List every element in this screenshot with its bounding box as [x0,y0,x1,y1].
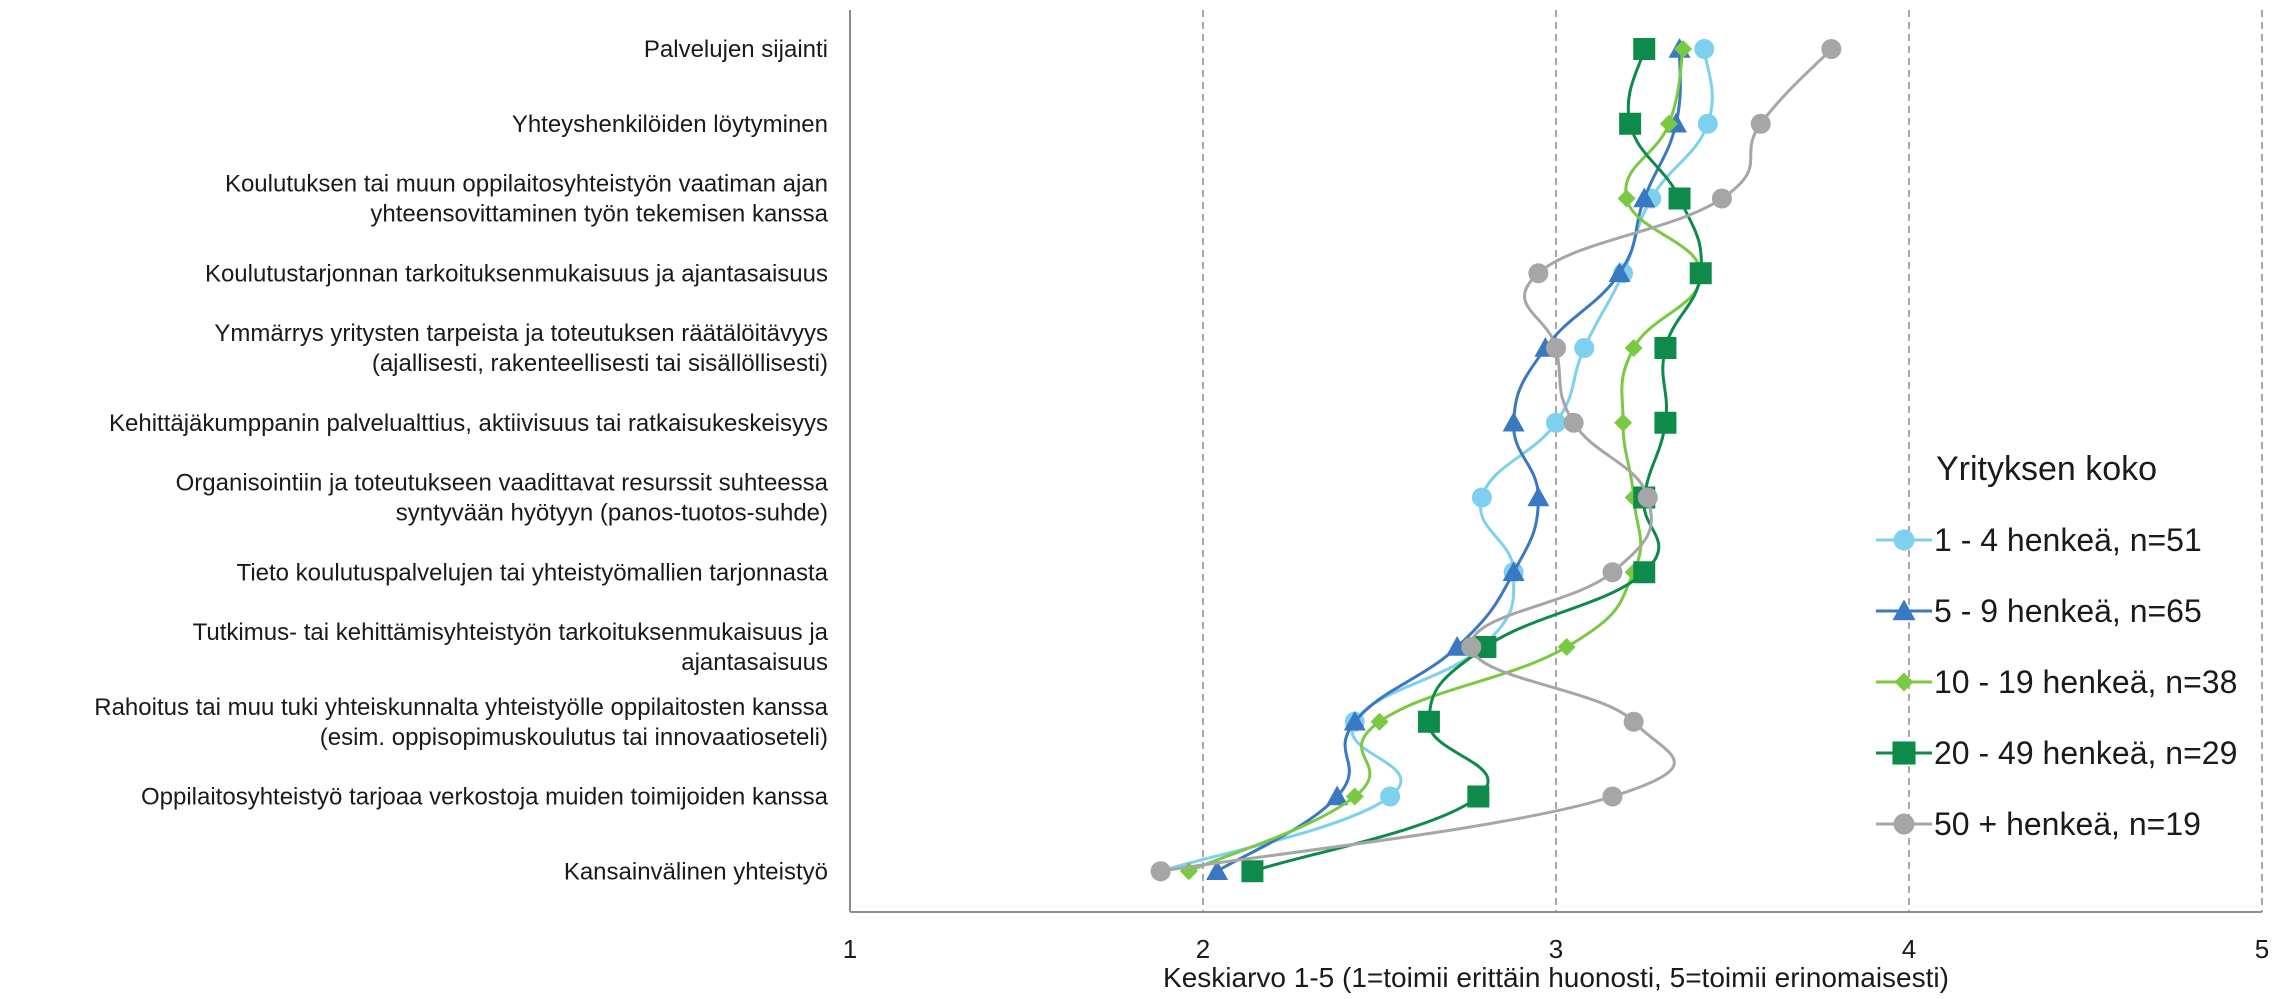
data-point [1471,487,1492,508]
data-point [1637,487,1658,508]
data-point [1574,338,1595,358]
legend-label: 1 - 4 henkeä, n=51 [1934,522,2202,558]
data-point [1659,114,1678,133]
data-point [1633,38,1656,60]
x-tick-label: 5 [2255,934,2269,964]
data-point [1461,637,1482,657]
data-point [1563,412,1584,433]
data-point [1370,712,1389,731]
series-2 [1206,38,1691,881]
data-point [1608,262,1631,283]
category-label: Koulutustarjonnan tarkoituksenmukaisuus … [205,260,828,287]
data-point [1654,337,1677,359]
data-point [1694,39,1715,59]
series-4 [1241,38,1712,883]
data-point [1602,562,1623,583]
data-point [1380,786,1401,807]
data-point [1467,785,1490,808]
data-point [1527,486,1550,507]
legend-marker [1893,529,1915,551]
data-point [1633,187,1656,208]
series-line [1188,48,1703,873]
data-point [1206,860,1229,881]
series-line [1160,47,1833,873]
category-label: Palvelujen sijainti [644,36,828,63]
data-point [1697,113,1718,134]
category-label: Rahoitus tai muu tuki yhteiskunnalta yht… [94,694,828,751]
data-point [1502,411,1525,432]
legend-label: 20 - 49 henkeä, n=29 [1934,735,2237,771]
x-tick-label: 2 [1196,934,1210,964]
legend-label: 50 + henkeä, n=19 [1934,806,2201,842]
category-label: Ymmärrys yritysten tarpeista ja toteutuk… [214,320,828,377]
x-tick-label: 4 [1902,934,1916,964]
legend-marker [1892,741,1916,765]
category-label: Organisointiin ja toteutukseen vaadittav… [176,470,829,527]
category-label: Kansainvälinen yhteistyö [564,858,828,885]
data-point [1528,263,1549,284]
category-label: Tutkimus- tai kehittämisyhteistyön tarko… [193,619,829,676]
legend-marker [1892,599,1916,621]
series-line [1160,48,1714,873]
data-point [1617,189,1636,208]
data-point [1614,413,1633,432]
x-tick-label: 1 [843,934,857,964]
data-point [1689,262,1712,285]
legend-label: 5 - 9 henkeä, n=65 [1934,593,2202,629]
data-point [1557,638,1576,656]
data-point [1602,786,1623,807]
x-axis-title: Keskiarvo 1-5 (1=toimii erittäin huonost… [1163,962,1949,993]
data-point [1345,787,1364,806]
legend-marker [1894,672,1914,692]
data-point [1711,188,1732,209]
data-point [1619,112,1642,135]
data-point [1241,860,1264,883]
category-label: Koulutuksen tai muun oppilaitosyhteistyö… [225,171,829,228]
data-point [1326,785,1349,806]
data-point [1502,561,1525,582]
data-point [1546,412,1566,433]
series-3 [1179,40,1710,881]
legend-title: Yrityksen koko [1936,450,2157,488]
data-point [1674,40,1693,58]
data-point [1546,338,1566,358]
category-label: Tieto koulutuspalvelujen tai yhteistyöma… [237,559,829,586]
legend-label: 10 - 19 henkeä, n=38 [1934,664,2237,700]
legend: Yrityksen koko 1 - 4 henkeä, n=51 5 - 9 he… [1876,450,2237,842]
legend-marker [1893,813,1915,835]
data-point [1668,187,1691,210]
data-point [1150,861,1171,882]
data-point [1343,710,1366,731]
data-point [1821,39,1842,59]
series-1 [1150,39,1718,882]
category-label: Oppilaitosyhteistyö tarjoaa verkostoja m… [141,784,829,811]
category-label: Kehittäjäkumppanin palvelualttius, aktii… [109,410,828,437]
x-tick-label: 3 [1549,934,1563,964]
series-line [1251,48,1703,873]
data-point [1623,711,1644,732]
series-5 [1150,39,1842,882]
data-point [1633,561,1656,584]
data-point [1417,710,1440,733]
category-label: Yhteyshenkilöiden löytyminen [512,111,828,138]
data-point [1750,113,1771,134]
data-point [1474,636,1497,658]
data-point [1654,411,1677,434]
data-point [1624,339,1643,357]
